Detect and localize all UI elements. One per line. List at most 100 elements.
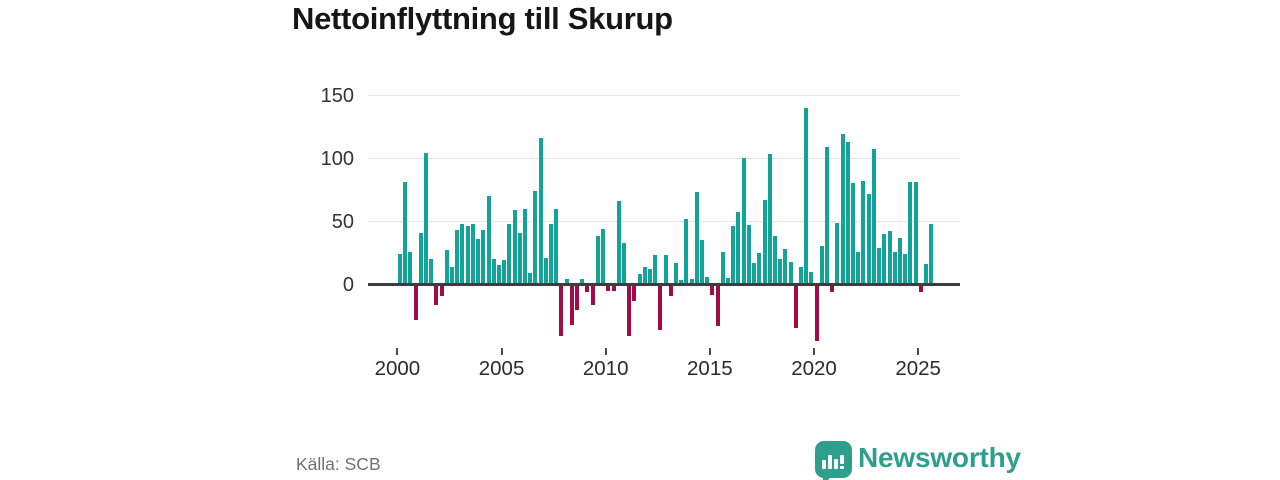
bar-2023-Q1 [877, 247, 882, 283]
bar-2019-Q4 [809, 271, 814, 283]
bar-2008-Q3 [575, 286, 580, 310]
bar-2001-Q2 [424, 153, 429, 283]
x-axis-tick-2010 [604, 348, 607, 355]
logo-bubble-tail [823, 476, 832, 480]
bar-2009-Q2 [590, 286, 595, 305]
chart-title: Nettoinflyttning till Skurup [292, 1, 673, 36]
x-axis-label-2015: 2015 [687, 357, 733, 380]
y-axis-label-100: 100 [320, 147, 354, 170]
newsworthy-logo: Newsworthy [815, 441, 1021, 480]
bar-2016-Q1 [731, 226, 736, 283]
bar-2012-Q2 [653, 255, 658, 283]
bar-2008-Q2 [569, 286, 574, 326]
bar-2025-Q2 [923, 264, 928, 283]
x-axis-tick-2005 [500, 348, 503, 355]
bar-2005-Q2 [507, 223, 512, 283]
bar-2006-Q1 [522, 208, 527, 283]
bar-2000-Q4 [413, 286, 418, 321]
bar-2016-Q4 [746, 225, 751, 283]
bar-2023-Q2 [882, 233, 887, 283]
bar-2005-Q3 [512, 209, 517, 283]
bar-2017-Q4 [767, 154, 772, 283]
y-axis-label-0: 0 [342, 273, 354, 296]
bar-2024-Q3 [908, 182, 913, 283]
bar-2014-Q2 [694, 192, 699, 283]
bar-2021-Q3 [845, 141, 850, 283]
bar-2001-Q3 [429, 259, 434, 283]
bar-2012-Q4 [663, 255, 668, 283]
bar-2010-Q2 [611, 286, 616, 292]
bar-2010-Q1 [606, 286, 611, 292]
bar-2002-Q2 [444, 250, 449, 283]
x-axis-zero-line [368, 283, 960, 286]
bar-2009-Q1 [585, 286, 590, 293]
bar-2013-Q4 [684, 218, 689, 283]
bar-2022-Q4 [871, 149, 876, 283]
bar-2000-Q2 [403, 182, 408, 283]
y-axis-label-50: 50 [331, 210, 354, 233]
bar-2024-Q1 [897, 237, 902, 283]
bar-2003-Q1 [460, 223, 465, 283]
logo-chart-bar-1 [822, 460, 826, 469]
logo-exclamation-bar [840, 455, 844, 464]
bar-2002-Q3 [450, 266, 455, 283]
bar-2014-Q4 [705, 276, 710, 283]
bar-2020-Q4 [830, 286, 835, 293]
bar-2001-Q4 [434, 286, 439, 305]
x-axis-label-2025: 2025 [895, 357, 941, 380]
bar-2015-Q1 [710, 286, 715, 295]
bar-2025-Q3 [929, 223, 934, 283]
gridline-150 [368, 95, 960, 96]
bar-2022-Q1 [856, 251, 861, 283]
bar-2000-Q3 [408, 251, 413, 283]
bar-2013-Q1 [668, 286, 673, 297]
bar-2006-Q2 [528, 272, 533, 283]
bar-2003-Q4 [476, 238, 481, 283]
bar-2017-Q2 [757, 252, 762, 283]
x-axis-tick-2000 [396, 348, 399, 355]
bar-2023-Q3 [887, 231, 892, 283]
bar-2018-Q2 [778, 259, 783, 283]
x-axis-label-2000: 2000 [374, 357, 421, 380]
bar-2004-Q4 [496, 265, 501, 283]
bar-2011-Q4 [642, 266, 647, 283]
bar-2023-Q4 [892, 251, 897, 283]
bar-2014-Q1 [689, 279, 694, 283]
bar-2011-Q1 [627, 286, 632, 337]
brand-wordmark: Newsworthy [858, 442, 1021, 473]
bar-2017-Q3 [762, 199, 767, 283]
bar-2020-Q1 [814, 286, 819, 342]
x-axis-tick-2020 [813, 348, 815, 355]
bar-2022-Q2 [861, 180, 866, 283]
bar-2019-Q2 [798, 266, 803, 283]
bar-2007-Q1 [543, 257, 548, 283]
bar-2005-Q1 [502, 260, 507, 283]
bar-2007-Q3 [554, 208, 559, 283]
x-axis-label-2010: 2010 [582, 357, 629, 380]
gridline-100 [368, 158, 960, 159]
source-note: Källa: SCB [296, 454, 381, 474]
bar-2002-Q4 [455, 230, 460, 283]
bar-2018-Q3 [783, 248, 788, 283]
bar-2011-Q3 [637, 274, 642, 283]
logo-speech-bubble-icon [815, 441, 852, 478]
bar-2019-Q1 [793, 286, 798, 328]
bar-2001-Q1 [418, 232, 423, 283]
bar-2008-Q1 [564, 279, 569, 283]
bar-2025-Q1 [918, 286, 923, 293]
bar-2004-Q3 [491, 259, 496, 283]
x-axis-label-2020: 2020 [791, 357, 837, 380]
bar-2009-Q3 [595, 236, 600, 283]
bar-2018-Q1 [772, 236, 777, 283]
bar-2004-Q2 [486, 196, 491, 283]
bar-2015-Q3 [720, 251, 725, 283]
bar-2013-Q2 [674, 262, 678, 283]
bar-2009-Q4 [601, 228, 606, 283]
bar-2021-Q1 [835, 222, 840, 283]
bar-2017-Q1 [752, 262, 757, 283]
bar-2018-Q4 [788, 261, 793, 283]
bar-2006-Q4 [538, 138, 543, 283]
bar-2024-Q2 [903, 254, 908, 283]
bar-2007-Q4 [559, 286, 564, 337]
